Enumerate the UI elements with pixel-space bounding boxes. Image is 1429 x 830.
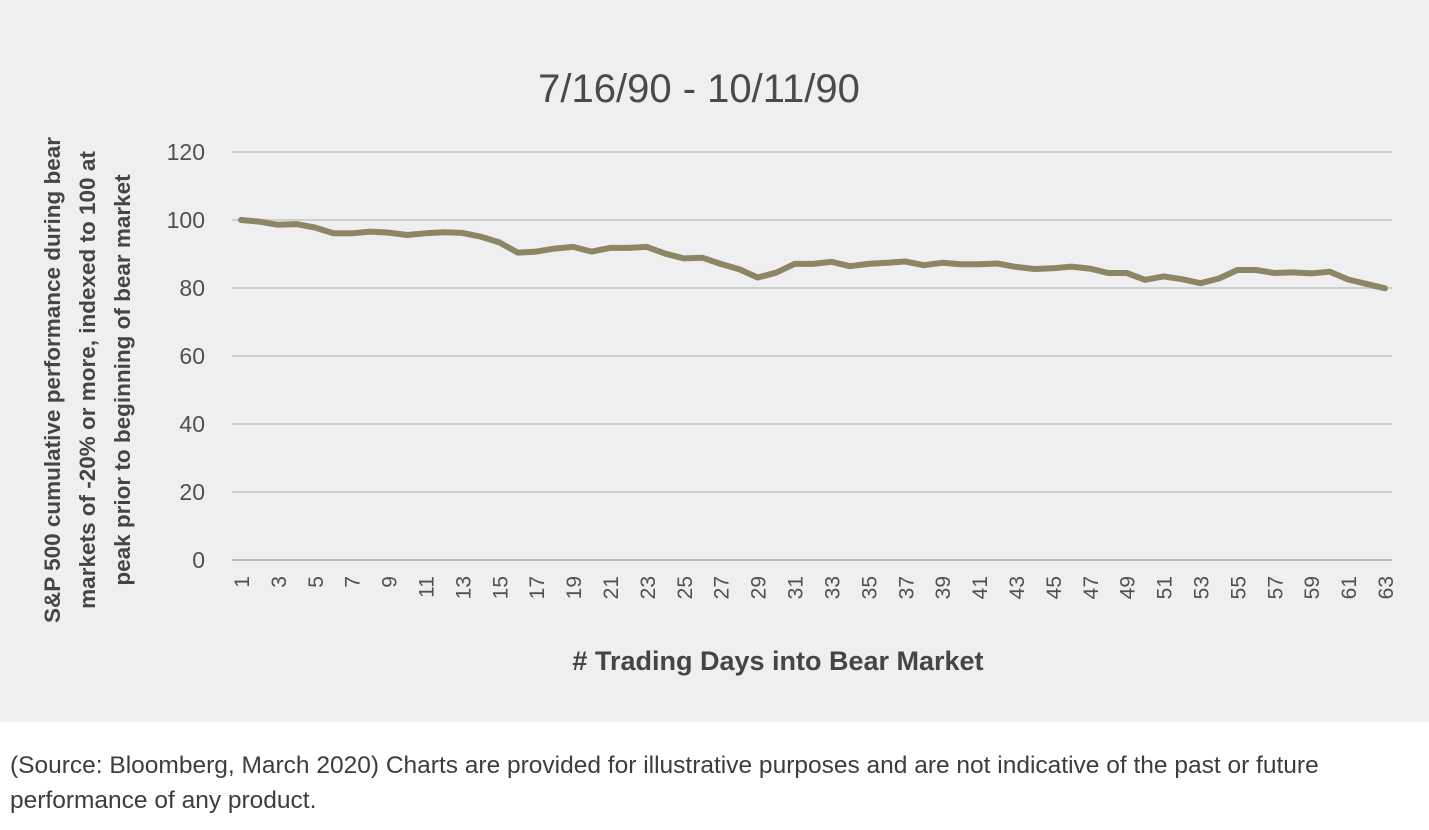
x-axis-label: # Trading Days into Bear Market	[572, 646, 983, 676]
x-tick-label: 17	[526, 576, 549, 599]
x-tick-label: 29	[748, 576, 771, 599]
x-tick-label: 41	[969, 576, 992, 599]
x-tick-label: 39	[932, 576, 955, 599]
x-tick-label: 25	[674, 576, 697, 599]
x-tick-label: 19	[563, 576, 586, 599]
x-tick-label: 53	[1190, 576, 1213, 599]
y-axis-label-line-1: S&P 500 cumulative performance during be…	[40, 137, 65, 623]
series-line-1	[238, 217, 1388, 292]
y-axis-label-line-3: peak prior to beginning of bear market	[110, 174, 135, 586]
x-tick-label: 45	[1043, 576, 1066, 599]
x-tick-label: 35	[858, 576, 881, 599]
source-caption: (Source: Bloomberg, March 2020) Charts a…	[10, 752, 1319, 814]
x-tick-label: 63	[1375, 576, 1398, 599]
y-tick-label: 20	[179, 479, 205, 505]
x-tick-label: 51	[1154, 576, 1177, 599]
x-tick-label: 3	[268, 576, 291, 588]
x-tick-label: 27	[711, 576, 734, 599]
x-tick-label: 33	[821, 576, 844, 599]
x-tick-label: 11	[416, 576, 439, 598]
y-axis-label-line-2: markets of -20% or more, indexed to 100 …	[75, 151, 100, 609]
chart-title: 7/16/90 - 10/11/90	[538, 67, 860, 111]
y-tick-label: 0	[192, 547, 205, 573]
x-tick-label: 9	[379, 576, 402, 588]
x-tick-label: 15	[489, 576, 512, 599]
x-tick-label: 61	[1338, 576, 1361, 599]
x-tick-label: 21	[600, 576, 623, 599]
x-tick-label: 7	[342, 576, 365, 588]
series-group	[238, 217, 1388, 292]
x-tick-label: 23	[637, 576, 660, 599]
y-axis-label: S&P 500 cumulative performance during be…	[40, 137, 135, 623]
x-tick-label: 5	[305, 576, 328, 588]
x-tick-label: 59	[1301, 576, 1324, 599]
y-tick-label: 120	[167, 139, 205, 165]
y-tick-label: 40	[179, 411, 205, 437]
x-tick-label: 13	[452, 576, 475, 599]
x-tick-label: 49	[1117, 576, 1140, 599]
x-tick-label: 47	[1080, 576, 1103, 599]
x-tick-label: 37	[895, 576, 918, 599]
x-tick-label: 57	[1264, 576, 1287, 599]
x-tick-label: 1	[231, 576, 254, 588]
x-tick-label: 43	[1006, 576, 1029, 599]
x-axis-ticks: 1 3 5 7 9 11 13 15 17 19 21 23 25 27 29 31 33 35 37 39 41 43 4…	[231, 576, 1398, 599]
x-tick-label: 55	[1227, 576, 1250, 599]
y-tick-label: 80	[179, 275, 205, 301]
y-tick-label: 100	[167, 207, 205, 233]
y-tick-label: 60	[179, 343, 205, 369]
gridlines	[232, 151, 1392, 561]
x-tick-label: 31	[785, 576, 808, 599]
y-axis-ticks: 0 20 40 60 80 100 120	[167, 139, 205, 573]
